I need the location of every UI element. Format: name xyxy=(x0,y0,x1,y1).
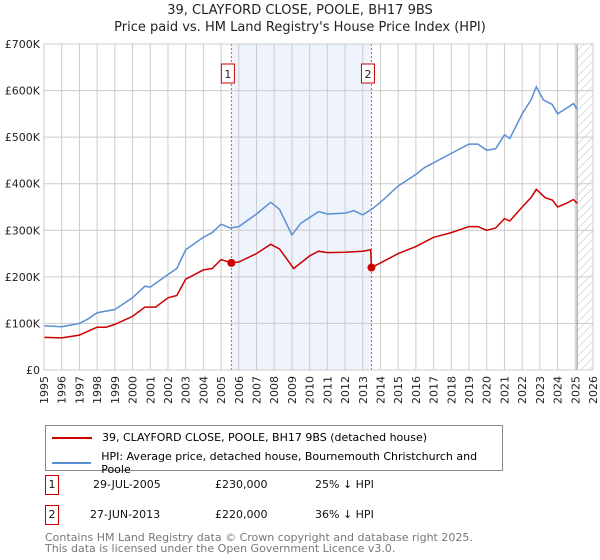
property-price-line xyxy=(43,188,578,339)
marker-badge: 2 xyxy=(45,505,59,525)
x-tick-label: 2003 xyxy=(180,376,193,404)
chart-title: 39, CLAYFORD CLOSE, POOLE, BH17 9BS xyxy=(167,3,433,18)
x-tick-label: 2018 xyxy=(445,376,458,404)
x-tick-label: 2006 xyxy=(233,376,246,404)
price-chart: 1995 1996 1997 1998 1999 2000 2001 2002 2003 2004… xyxy=(5,38,600,404)
x-tick-label: 2024 xyxy=(552,376,565,404)
x-tick-label: 2002 xyxy=(162,376,175,404)
sale-point xyxy=(227,258,236,267)
transaction-date: 27-JUN-2013 xyxy=(90,508,161,521)
transaction-date: 29-JUL-2005 xyxy=(93,478,161,491)
x-tick-label: 2008 xyxy=(268,376,281,404)
x-tick-label: 2007 xyxy=(251,376,264,404)
x-tick-label: 2011 xyxy=(321,376,334,404)
legend-label: HPI: Average price, detached house, Bour… xyxy=(101,450,478,476)
x-tick-label: 1996 xyxy=(56,376,69,404)
sale-marker-badge xyxy=(360,63,375,84)
footer-copyright: Contains HM Land Registry data © Crown c… xyxy=(45,531,473,544)
transaction-price: £220,000 xyxy=(215,508,268,521)
y-tick-label: £500K xyxy=(5,131,41,144)
x-tick-label: 1999 xyxy=(109,376,122,404)
ownership-period-shade xyxy=(231,44,372,370)
x-tick-label: 2004 xyxy=(197,376,210,404)
legend-label: 39, CLAYFORD CLOSE, POOLE, BH17 9BS (det… xyxy=(102,431,428,444)
transaction-row: 2 27-JUN-2013 £220,000 36% ↓ HPI xyxy=(45,505,445,525)
x-tick-label: 1997 xyxy=(73,376,86,404)
x-tick-label: 1995 xyxy=(38,376,51,404)
x-tick-label: 2017 xyxy=(428,376,441,404)
plot-border xyxy=(43,43,594,371)
footer: Contains HM Land Registry data © Crown c… xyxy=(45,532,473,554)
x-tick-label: 2013 xyxy=(357,376,370,404)
transaction-hpi-delta: 36% ↓ HPI xyxy=(315,508,374,521)
legend: 39, CLAYFORD CLOSE, POOLE, BH17 9BS (det… xyxy=(45,425,503,476)
transaction-price: £230,000 xyxy=(215,478,268,491)
x-tick-label: 2012 xyxy=(339,376,352,404)
blue-line-swatch xyxy=(52,462,92,464)
x-tick-label: 2020 xyxy=(481,376,494,404)
sale-point xyxy=(367,263,376,272)
x-tick-label: 2023 xyxy=(534,376,547,404)
x-tick-label: 2016 xyxy=(410,376,423,404)
transaction-hpi-delta: 25% ↓ HPI xyxy=(315,478,374,491)
x-tick-label: 2001 xyxy=(144,376,157,404)
x-tick-label: 2010 xyxy=(304,376,317,404)
y-tick-label: £100K xyxy=(5,317,41,330)
legend-item-property: 39, CLAYFORD CLOSE, POOLE, BH17 9BS (det… xyxy=(52,431,427,444)
x-tick-label: 2019 xyxy=(463,376,476,404)
red-line-swatch xyxy=(52,436,92,439)
x-tick-label: 2009 xyxy=(286,376,299,404)
y-tick-label: £700K xyxy=(5,38,41,51)
legend-item-hpi: HPI: Average price, detached house, Bour… xyxy=(52,450,502,476)
x-tick-label: 2021 xyxy=(498,376,511,404)
x-tick-label: 2022 xyxy=(516,376,529,404)
y-tick-label: £0 xyxy=(26,364,40,377)
y-tick-label: £300K xyxy=(5,224,41,237)
sale-marker-label: 2 xyxy=(364,68,371,81)
x-tick-label: 2000 xyxy=(127,376,140,404)
x-tick-label: 2005 xyxy=(215,376,228,404)
y-tick-label: £400K xyxy=(5,178,41,191)
y-tick-label: £200K xyxy=(5,271,41,284)
marker-badge: 1 xyxy=(45,475,59,495)
sale-marker-badge xyxy=(220,63,235,84)
sale-marker-label: 1 xyxy=(224,68,231,81)
x-tick-label: 2025 xyxy=(569,376,582,404)
chart-subtitle: Price paid vs. HM Land Registry's House … xyxy=(114,20,486,35)
x-tick-label: 1998 xyxy=(91,376,104,404)
x-tick-label: 2015 xyxy=(392,376,405,404)
y-tick-label: £600K xyxy=(5,85,41,98)
hpi-line xyxy=(43,85,578,328)
forecast-hatch xyxy=(577,44,593,370)
x-tick-label: 2026 xyxy=(587,376,600,404)
transaction-row: 1 29-JUL-2005 £230,000 25% ↓ HPI xyxy=(45,475,445,495)
x-tick-label: 2014 xyxy=(374,376,387,404)
footer-licence: This data is licensed under the Open Gov… xyxy=(45,542,396,555)
